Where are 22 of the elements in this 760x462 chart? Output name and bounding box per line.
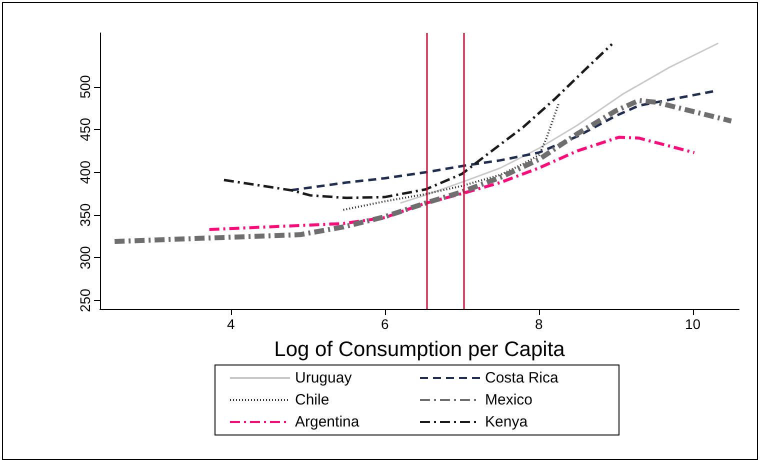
legend-label: Uruguay bbox=[295, 370, 352, 386]
line-series bbox=[342, 102, 560, 211]
x-tick-label: 10 bbox=[685, 316, 701, 332]
y-tick-label: 350 bbox=[77, 203, 93, 227]
line-series bbox=[222, 42, 614, 200]
x-tick-label: 6 bbox=[380, 316, 389, 332]
x-tick-label: 4 bbox=[226, 316, 235, 332]
y-tick-label: 400 bbox=[77, 160, 93, 184]
x-tick-label: 8 bbox=[534, 316, 543, 332]
x-axis-title: Log of Consumption per Capita bbox=[274, 338, 566, 361]
legend-label: Costa Rica bbox=[485, 370, 560, 386]
legend-label: Chile bbox=[295, 392, 330, 408]
legend-label: Kenya bbox=[485, 414, 528, 430]
y-tick-label: 500 bbox=[77, 74, 93, 99]
legend-label: Argentina bbox=[295, 414, 360, 430]
line-series bbox=[290, 90, 716, 192]
y-tick-label: 250 bbox=[77, 288, 93, 312]
line-series bbox=[208, 136, 696, 232]
line-series bbox=[400, 42, 719, 204]
y-tick-label: 450 bbox=[77, 118, 93, 142]
y-tick-label: 300 bbox=[77, 246, 93, 270]
legend-label: Mexico bbox=[485, 392, 533, 408]
